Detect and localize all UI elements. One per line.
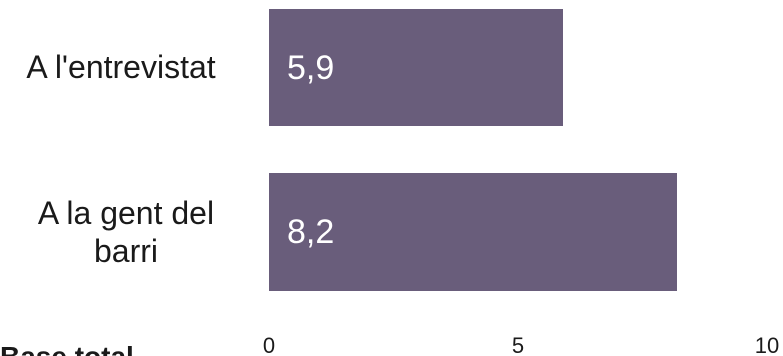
category-label-entrevistat: A l'entrevistat: [26, 49, 216, 85]
base-note: Base total: [0, 342, 134, 356]
bar-entrevistat: 5,9: [269, 9, 563, 126]
category-label-gent-del-barri: A la gent del barri: [37, 195, 215, 269]
bar-value-label: 8,2: [287, 213, 335, 251]
bar-gent-del-barri: 8,2: [269, 173, 678, 291]
x-tick-label: 5: [511, 333, 525, 356]
x-tick-label: 10: [754, 333, 780, 356]
bar-value-label: 5,9: [287, 48, 335, 87]
x-tick-label: 0: [262, 333, 276, 356]
